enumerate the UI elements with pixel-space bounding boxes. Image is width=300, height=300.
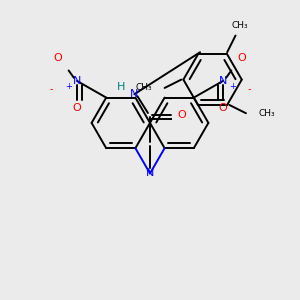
Text: -: - (247, 84, 251, 94)
Text: -: - (49, 84, 53, 94)
Text: N: N (130, 89, 139, 99)
Text: +: + (65, 82, 72, 91)
Text: H: H (117, 82, 125, 92)
Text: N: N (73, 76, 81, 86)
Text: CH₃: CH₃ (259, 109, 275, 118)
Text: O: O (177, 110, 186, 120)
Text: CH₃: CH₃ (231, 21, 248, 30)
Text: CH₃: CH₃ (136, 83, 152, 92)
Text: +: + (229, 82, 236, 91)
Text: O: O (73, 103, 81, 113)
Text: O: O (54, 53, 63, 63)
Text: O: O (237, 53, 246, 63)
Text: O: O (219, 103, 227, 113)
Text: N: N (219, 76, 227, 86)
Text: N: N (146, 169, 154, 178)
